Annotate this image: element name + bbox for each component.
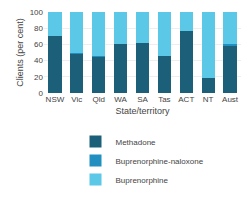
svg-text:Tas: Tas xyxy=(158,95,170,104)
svg-text:SA: SA xyxy=(137,95,148,104)
svg-text:20: 20 xyxy=(34,73,43,82)
svg-text:Methadone: Methadone xyxy=(116,138,157,147)
svg-text:80: 80 xyxy=(34,24,43,33)
svg-text:Vic: Vic xyxy=(71,95,82,104)
svg-text:ACT: ACT xyxy=(178,95,194,104)
svg-text:WA: WA xyxy=(114,95,127,104)
svg-text:Aust: Aust xyxy=(222,95,239,104)
svg-text:NSW: NSW xyxy=(46,95,65,104)
svg-text:0: 0 xyxy=(39,89,44,98)
svg-text:Qld: Qld xyxy=(92,95,104,104)
svg-text:Buprenorphine-naloxone: Buprenorphine-naloxone xyxy=(116,157,204,166)
svg-text:State/territory: State/territory xyxy=(115,106,170,116)
svg-text:100: 100 xyxy=(30,8,44,17)
svg-text:40: 40 xyxy=(34,56,43,65)
svg-text:Clients (per cent): Clients (per cent) xyxy=(15,18,25,87)
svg-text:60: 60 xyxy=(34,40,43,49)
svg-text:NT: NT xyxy=(203,95,214,104)
svg-text:Buprenorphine: Buprenorphine xyxy=(116,176,169,185)
